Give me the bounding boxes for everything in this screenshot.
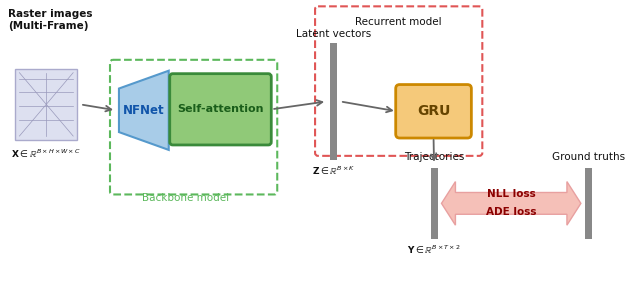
- Text: $\mathbf{Y} \in \mathbb{R}^{B \times T \times 2}$: $\mathbf{Y} \in \mathbb{R}^{B \times T \…: [407, 244, 461, 256]
- Bar: [431, 168, 438, 239]
- Text: ADE loss: ADE loss: [486, 207, 536, 217]
- Text: Recurrent model: Recurrent model: [355, 17, 442, 27]
- Polygon shape: [119, 71, 169, 150]
- Text: NLL loss: NLL loss: [487, 190, 536, 199]
- Text: NFNet: NFNet: [123, 104, 164, 117]
- FancyBboxPatch shape: [170, 74, 271, 145]
- Text: $\mathbf{X} \in \mathbb{R}^{B \times H \times W \times C}$: $\mathbf{X} \in \mathbb{R}^{B \times H \…: [12, 148, 81, 160]
- Text: Latent vectors: Latent vectors: [296, 29, 371, 39]
- FancyBboxPatch shape: [396, 85, 472, 138]
- Text: Raster images
(Multi-Frame): Raster images (Multi-Frame): [8, 9, 93, 31]
- Text: Ground truths: Ground truths: [552, 152, 625, 162]
- Bar: [15, 69, 77, 140]
- Text: $\mathbf{Z} \in \mathbb{R}^{B \times K}$: $\mathbf{Z} \in \mathbb{R}^{B \times K}$: [312, 165, 355, 177]
- Text: GRU: GRU: [417, 104, 450, 118]
- Text: Self-attention: Self-attention: [177, 104, 264, 114]
- Bar: [330, 43, 337, 160]
- Polygon shape: [442, 182, 581, 225]
- Text: Trajectories: Trajectories: [404, 152, 464, 162]
- Bar: [585, 168, 592, 239]
- Text: Backbone model: Backbone model: [142, 193, 229, 204]
